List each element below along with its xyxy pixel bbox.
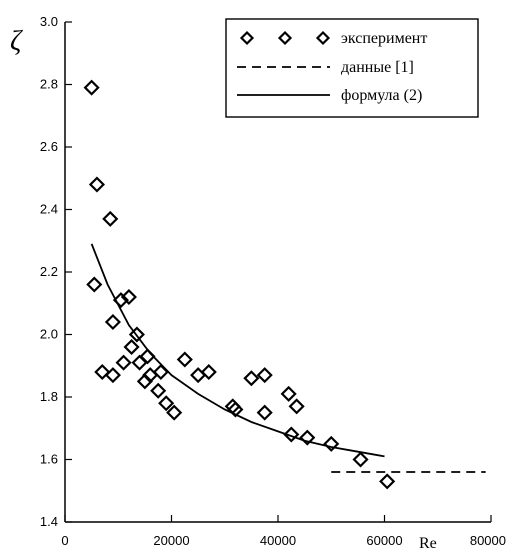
y-tick-label: 1.6 [40,452,58,467]
legend-experiment-marker [277,30,293,46]
experiment-point [299,429,316,446]
experiment-point [86,276,103,293]
experiment-point [150,382,167,399]
experiment-point [166,404,183,421]
y-tick-label: 3.0 [40,14,58,29]
experiment-point [115,354,132,371]
experiment-point [288,398,305,415]
experiment-point [280,385,297,402]
x-tick-label: 20000 [153,533,189,548]
y-tick-label: 1.8 [40,389,58,404]
legend-label: данные [1] [341,59,414,76]
y-axis-label: ζ [10,26,23,57]
legend-items: эксперимент данные [1] формула (2) [237,30,427,104]
experiment-point [323,435,340,452]
experiment-point [176,351,193,368]
experiment-point [243,370,260,387]
experiment-point [128,326,145,343]
legend-label: эксперимент [341,30,427,47]
legend-experiment-marker [239,30,255,46]
y-ticks: 1.4 1.6 1.8 2.0 2.2 2.4 2.6 2.8 3.0 [40,14,72,529]
experiment-point [123,338,140,356]
y-tick-label: 2.6 [40,139,58,154]
experiment-point [158,395,175,412]
series-group [83,79,486,490]
experiment-point [227,401,244,418]
y-tick-label: 2.8 [40,77,58,92]
legend-label: формула (2) [341,87,422,104]
x-ticks: 0 20000 40000 60000 80000 [61,515,506,548]
formula2-line [90,243,385,458]
experiment-point [88,176,106,193]
y-tick-label: 2.2 [40,264,58,279]
experiment-point [112,292,129,309]
experiment-point [104,367,121,384]
y-tick-label: 2.4 [40,202,58,217]
experiment-point [104,313,121,331]
experiment-point [102,210,119,227]
legend-box [225,18,479,118]
experiment-point [379,473,396,490]
experiment-point [283,426,300,443]
x-tick-label: 0 [61,533,68,548]
experiment-point [83,79,100,96]
experiment-point [256,404,273,421]
x-tick-label: 40000 [260,533,296,548]
legend-experiment-marker [315,30,331,46]
y-tick-label: 2.0 [40,327,58,342]
x-tick-label: 80000 [470,533,506,548]
experiment-point [256,367,273,384]
x-axis-label: Re [419,535,437,552]
x-tick-label: 60000 [366,533,402,548]
experiment-point [352,451,369,468]
experiment-point [120,288,137,306]
legend: эксперимент данные [1] формула (2) [225,18,479,118]
experiment-point [94,363,111,381]
experiment-point [200,363,217,381]
y-tick-label: 1.4 [40,514,58,529]
